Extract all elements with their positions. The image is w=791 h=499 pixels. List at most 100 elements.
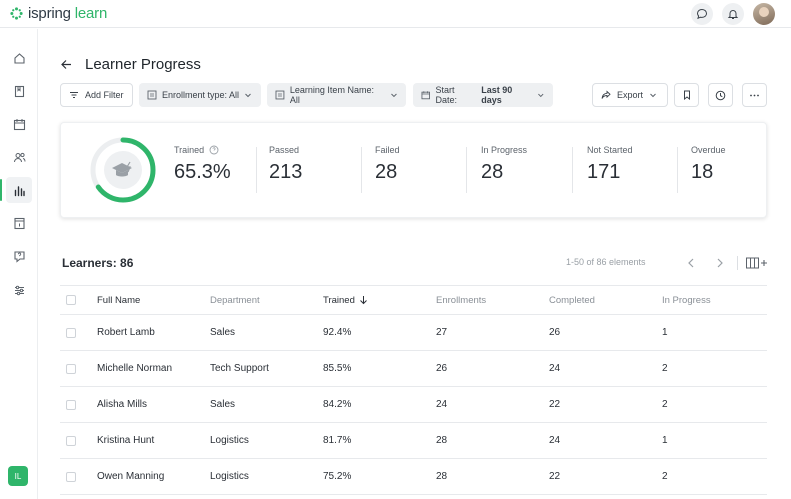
enrollment-type-filter[interactable]: Enrollment type: All xyxy=(139,83,261,107)
share-icon xyxy=(601,90,611,99)
row-checkbox[interactable] xyxy=(66,459,76,494)
cell-in-progress: 2 xyxy=(662,399,668,410)
divider xyxy=(256,147,257,193)
cell-trained: 75.2% xyxy=(323,471,352,482)
cell-full-name[interactable]: Alisha Mills xyxy=(97,399,148,410)
cell-trained: 81.7% xyxy=(323,435,352,446)
learning-item-filter[interactable]: Learning Item Name: All xyxy=(267,83,406,107)
more-icon xyxy=(750,94,759,96)
cell-full-name[interactable]: Kristina Hunt xyxy=(97,435,155,446)
enrollment-type-label: Enrollment type: All xyxy=(162,90,240,100)
sidebar-item-users[interactable] xyxy=(6,144,32,170)
chevron-right-icon[interactable] xyxy=(714,256,726,270)
divider xyxy=(572,147,573,193)
start-date-filter[interactable]: Start Date: Last 90 days xyxy=(413,83,553,107)
stat-overdue: Overdue 18 xyxy=(691,145,726,184)
logo-prefix: ispring xyxy=(28,5,71,22)
stat-in-progress-value: 28 xyxy=(481,161,504,183)
stat-overdue-label: Overdue xyxy=(691,145,726,155)
cell-department: Tech Support xyxy=(210,363,269,374)
chevron-down-icon xyxy=(650,93,656,98)
sidebar-item-calendar[interactable] xyxy=(6,111,32,137)
divider xyxy=(466,147,467,193)
sidebar: IL xyxy=(0,29,38,499)
toolbar: Add Filter Enrollment type: All Learning… xyxy=(60,83,767,107)
chevron-down-icon xyxy=(391,93,397,98)
sidebar-item-content[interactable] xyxy=(6,78,32,104)
column-header-full-name[interactable]: Full Name xyxy=(97,294,141,306)
trained-progress-arc xyxy=(90,137,156,203)
add-filter-button[interactable]: Add Filter xyxy=(60,83,133,107)
sidebar-item-settings[interactable] xyxy=(6,277,32,303)
chevron-left-icon[interactable] xyxy=(685,256,697,270)
stat-not-started: Not Started 171 xyxy=(587,145,633,184)
chat-icon xyxy=(696,8,708,20)
workspace-avatar[interactable]: IL xyxy=(8,466,28,486)
column-header-in-progress[interactable]: In Progress xyxy=(662,294,711,306)
cell-completed: 26 xyxy=(549,327,561,338)
clock-icon xyxy=(715,90,726,100)
row-checkbox[interactable] xyxy=(66,423,76,458)
stat-passed: Passed 213 xyxy=(269,145,302,184)
sidebar-item-reports[interactable] xyxy=(0,177,32,203)
stats-card: Trained 65.3% Passed 213 Failed 28 In Pr… xyxy=(60,122,767,218)
stat-not-started-label: Not Started xyxy=(587,145,633,155)
stat-passed-label: Passed xyxy=(269,145,300,155)
cell-full-name[interactable]: Robert Lamb xyxy=(97,327,155,338)
table-row[interactable]: Alisha Mills Sales 84.2% 24 22 2 xyxy=(60,387,767,423)
home-icon xyxy=(13,52,25,64)
column-header-enrollments[interactable]: Enrollments xyxy=(436,294,487,306)
columns-settings-icon[interactable] xyxy=(746,256,768,270)
stat-trained-value: 65.3% xyxy=(174,161,231,183)
cell-full-name[interactable]: Owen Manning xyxy=(97,471,165,482)
stat-in-progress-label: In Progress xyxy=(481,145,528,155)
chat-button[interactable] xyxy=(691,3,713,25)
stat-in-progress: In Progress 28 xyxy=(481,145,527,184)
cell-department: Logistics xyxy=(210,435,249,446)
user-avatar[interactable] xyxy=(753,3,775,25)
table-row[interactable]: Michelle Norman Tech Support 85.5% 26 24 2 xyxy=(60,351,767,387)
sidebar-item-tasks[interactable] xyxy=(6,210,32,236)
notifications-button[interactable] xyxy=(722,3,744,25)
sidebar-item-home[interactable] xyxy=(6,45,32,71)
cell-completed: 24 xyxy=(549,363,561,374)
cell-completed: 24 xyxy=(549,435,561,446)
column-header-trained-label: Trained xyxy=(323,294,355,306)
logo[interactable]: ispring learn xyxy=(10,5,107,22)
cell-enrollments: 28 xyxy=(436,435,448,446)
divider xyxy=(677,147,678,193)
start-date-value: Last 90 days xyxy=(481,85,513,105)
more-button[interactable] xyxy=(742,83,767,107)
chevron-down-icon xyxy=(245,93,251,98)
divider xyxy=(361,147,362,193)
back-arrow-icon[interactable] xyxy=(60,58,73,71)
learning-item-label: Learning Item Name: All xyxy=(289,85,374,105)
divider xyxy=(737,256,738,270)
clipboard-icon xyxy=(13,217,25,229)
cell-trained: 84.2% xyxy=(323,399,352,410)
column-header-department[interactable]: Department xyxy=(210,294,260,306)
row-checkbox[interactable] xyxy=(66,351,76,386)
help-icon[interactable] xyxy=(209,145,219,155)
bookmark-button[interactable] xyxy=(674,83,699,107)
row-checkbox[interactable] xyxy=(66,315,76,350)
stat-trained-label: Trained xyxy=(174,145,205,155)
bell-icon xyxy=(727,10,739,19)
table-row[interactable]: Owen Manning Logistics 75.2% 28 22 2 xyxy=(60,459,767,495)
stat-trained: Trained 65.3% xyxy=(174,145,231,184)
cell-full-name[interactable]: Michelle Norman xyxy=(97,363,173,374)
table-row[interactable]: Kristina Hunt Logistics 81.7% 28 24 1 xyxy=(60,423,767,459)
sidebar-item-quizzes[interactable] xyxy=(6,243,32,269)
export-button[interactable]: Export xyxy=(592,83,668,107)
column-header-trained[interactable]: Trained xyxy=(323,286,368,314)
history-button[interactable] xyxy=(708,83,733,107)
column-header-completed[interactable]: Completed xyxy=(549,294,595,306)
select-all-checkbox[interactable] xyxy=(66,286,76,314)
cell-in-progress: 2 xyxy=(662,471,668,482)
row-checkbox[interactable] xyxy=(66,387,76,422)
stat-failed: Failed 28 xyxy=(375,145,400,184)
table-row[interactable]: Robert Lamb Sales 92.4% 27 26 1 xyxy=(60,315,767,351)
stat-failed-value: 28 xyxy=(375,161,398,183)
cell-trained: 85.5% xyxy=(323,363,352,374)
add-filter-label: Add Filter xyxy=(85,90,124,100)
